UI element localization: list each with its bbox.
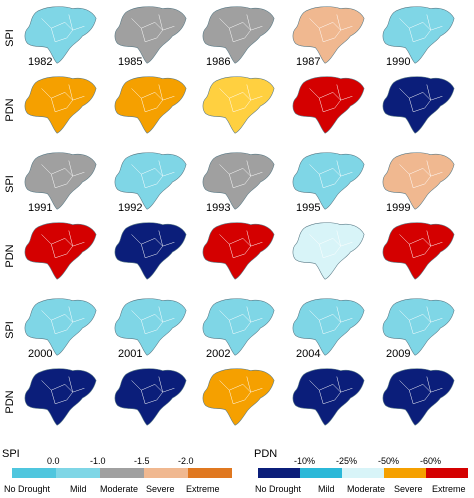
legend-spi-swatch-mild (56, 468, 100, 478)
spi-map (292, 298, 365, 356)
pdn-map (24, 368, 97, 426)
spi-map (382, 298, 455, 356)
pdn-map (292, 222, 365, 280)
legend-spi-category: Mild (70, 484, 87, 494)
spi-map (202, 6, 275, 64)
spi-map (114, 152, 187, 210)
row-label-pdn: PDN (4, 244, 16, 268)
year-label: 1982 (28, 56, 53, 68)
legend-spi-category: No Drought (4, 484, 51, 494)
pdn-map (292, 76, 365, 134)
legend-pdn-swatch-extreme (426, 468, 468, 478)
legend-spi-category: Severe (146, 484, 175, 494)
spi-map (382, 152, 455, 210)
legend-pdn-swatch-moderate (342, 468, 384, 478)
spi-map (24, 6, 97, 64)
pdn-map (24, 76, 97, 134)
year-label: 2002 (206, 348, 231, 360)
year-label: 1991 (28, 202, 53, 214)
legend-spi-tick: -2.0 (178, 456, 194, 466)
legend-spi-colorbar (12, 468, 232, 478)
legend-pdn-tick: -10% (294, 456, 316, 466)
legend-pdn-swatch-severe (384, 468, 426, 478)
spi-map (114, 6, 187, 64)
pdn-map (382, 368, 455, 426)
row-label-spi: SPI (4, 321, 16, 339)
legend-spi-swatch-extreme (188, 468, 232, 478)
legend-pdn-category: Extreme (432, 484, 466, 494)
pdn-map (202, 222, 275, 280)
year-label: 2009 (386, 348, 411, 360)
spi-map (24, 298, 97, 356)
year-label: 2004 (296, 348, 321, 360)
legend-pdn-category: Mild (318, 484, 335, 494)
pdn-map (382, 222, 455, 280)
row-label-spi: SPI (4, 29, 16, 47)
year-label: 1993 (206, 202, 231, 214)
row-label-spi: SPI (4, 175, 16, 193)
legend-spi-swatch-severe (144, 468, 188, 478)
legend-spi-tick: -1.5 (134, 456, 150, 466)
legend-pdn-swatch-no-drought (258, 468, 300, 478)
legend-pdn-category: No Drought (255, 484, 302, 494)
year-label: 1992 (118, 202, 143, 214)
pdn-map (202, 368, 275, 426)
legend-pdn-title: PDN (254, 448, 278, 460)
pdn-map (24, 222, 97, 280)
pdn-map (292, 368, 365, 426)
year-label: 1990 (386, 56, 411, 68)
pdn-map (114, 222, 187, 280)
legend-spi-tick: 0.0 (47, 456, 60, 466)
spi-map (202, 298, 275, 356)
pdn-map (114, 368, 187, 426)
legend-pdn-swatch-mild (300, 468, 342, 478)
pdn-map (382, 76, 455, 134)
legend-spi-swatch-moderate (100, 468, 144, 478)
year-label: 1986 (206, 56, 231, 68)
row-label-pdn: PDN (4, 390, 16, 414)
spi-map (292, 152, 365, 210)
pdn-map (202, 76, 275, 134)
legend-spi-title: SPI (2, 448, 20, 460)
legend-spi-category: Extreme (186, 484, 220, 494)
legend-pdn-category: Moderate (347, 484, 386, 494)
spi-map (202, 152, 275, 210)
legend-pdn-tick: -50% (378, 456, 400, 466)
year-label: 1995 (296, 202, 321, 214)
spi-map (382, 6, 455, 64)
year-label: 2001 (118, 348, 143, 360)
legend-pdn-tick: -60% (420, 456, 442, 466)
spi-map (114, 298, 187, 356)
legend-spi-category: Moderate (100, 484, 139, 494)
year-label: 2000 (28, 348, 53, 360)
legend-spi-tick: -1.0 (90, 456, 106, 466)
legend-pdn-colorbar (258, 468, 468, 478)
spi-map (292, 6, 365, 64)
legend-pdn-category: Severe (394, 484, 423, 494)
row-label-pdn: PDN (4, 98, 16, 122)
year-label: 1999 (386, 202, 411, 214)
spi-map (24, 152, 97, 210)
year-label: 1985 (118, 56, 143, 68)
pdn-map (114, 76, 187, 134)
year-label: 1987 (296, 56, 321, 68)
legend-pdn-tick: -25% (336, 456, 358, 466)
legend-spi-swatch-no-drought (12, 468, 56, 478)
